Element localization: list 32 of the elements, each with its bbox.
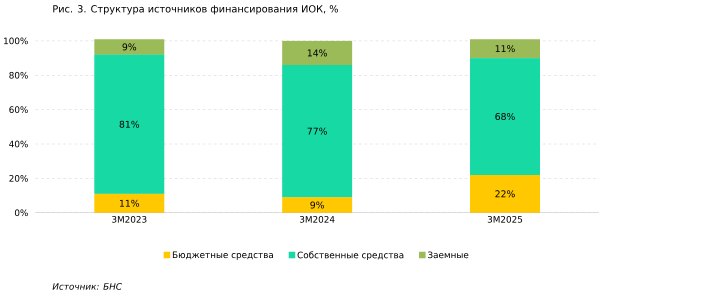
legend-label: Бюджетные средства	[172, 251, 273, 260]
legend-label: Заемные	[428, 251, 468, 258]
data-label: 14%	[308, 49, 327, 56]
x-tick-label: 3М2024	[300, 216, 335, 223]
y-tick-label: 40%	[9, 140, 28, 148]
chart-title: Рис. 3. Структура источников финансирования ИОК, %	[53, 4, 338, 14]
y-tick-label: 100%	[4, 37, 28, 44]
data-label: 81%	[120, 120, 140, 128]
text: Источник: БНС	[52, 282, 122, 290]
data-label: 11%	[496, 44, 515, 52]
bar	[282, 64, 352, 198]
bar	[470, 58, 540, 175]
data-label: 9%	[122, 43, 136, 50]
y-tick-label: 80%	[9, 72, 28, 78]
data-label: 77%	[308, 127, 327, 134]
y-tick-label: 0%	[14, 209, 28, 216]
data-label: 11%	[120, 200, 140, 207]
y-tick-label: 60%	[9, 106, 28, 113]
legend-label: Собственные средства	[298, 251, 404, 260]
x-tick-label: 3М2023	[112, 216, 146, 223]
bar	[94, 54, 164, 194]
bar	[94, 194, 164, 213]
bar	[282, 40, 352, 65]
bar	[282, 197, 352, 213]
bar	[470, 39, 540, 58]
x-tick-label: 3М2025	[488, 216, 522, 223]
y-tick-label: 20%	[9, 174, 28, 182]
bar	[470, 174, 540, 213]
bar	[94, 39, 164, 54]
data-label: 22%	[495, 190, 515, 198]
data-label: 68%	[495, 112, 515, 120]
data-label: 9%	[310, 201, 324, 208]
